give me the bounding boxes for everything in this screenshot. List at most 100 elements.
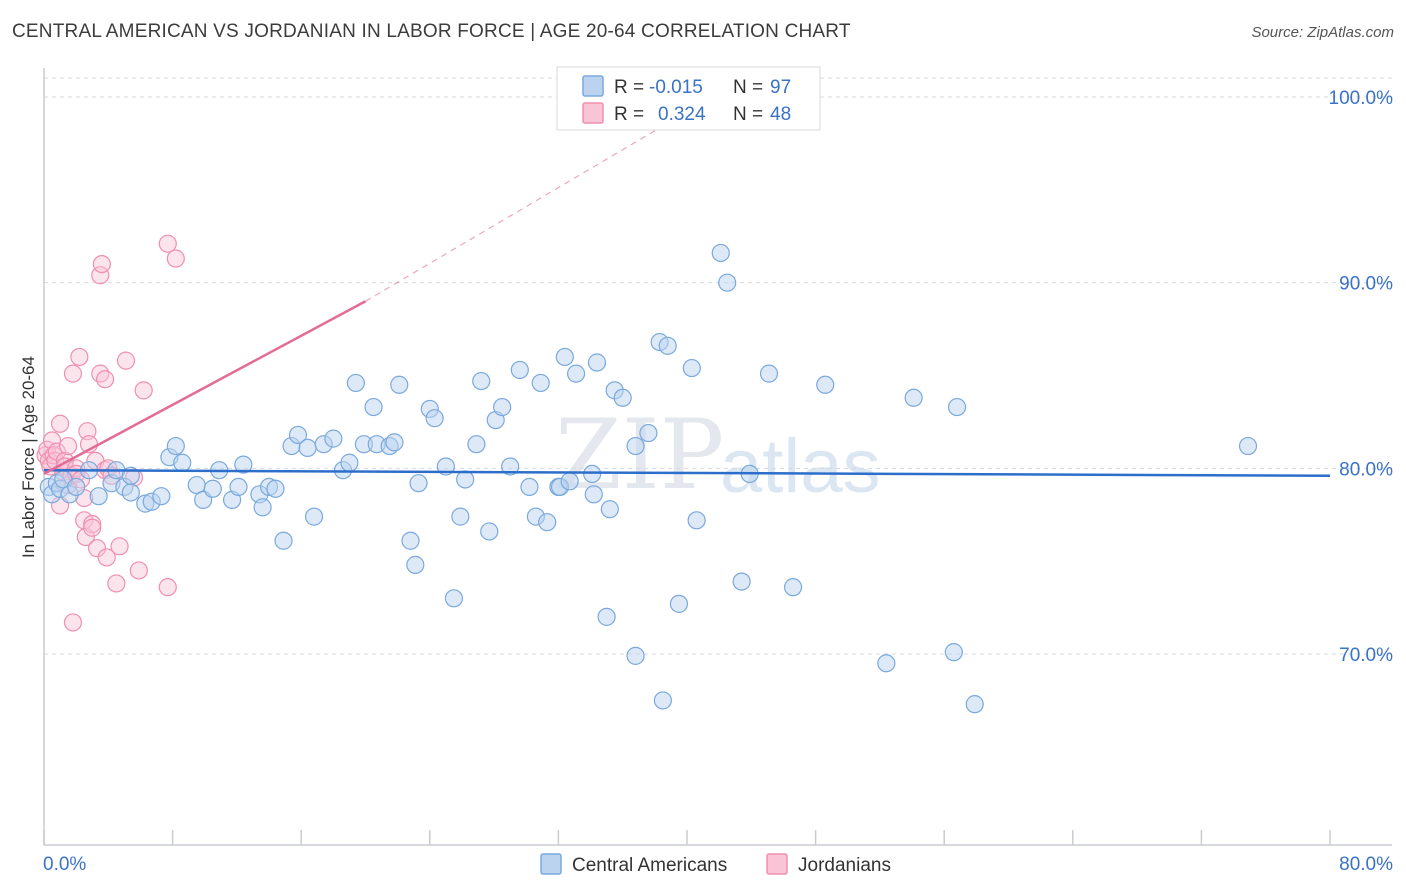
jordanian-point [166,249,185,268]
central-american-point [816,375,835,394]
central-american-point [340,453,359,472]
central-american-point [234,455,253,474]
legend-swatch-blue [582,75,604,97]
jordanian-point [78,422,97,441]
central-american-point [597,607,616,626]
jordanian-point [107,574,126,593]
legend-swatch-pink [582,102,604,124]
central-american-point [555,347,574,367]
central-american-point [274,531,293,550]
legend-n-value-1: 97 [770,77,791,98]
central-american-point [587,353,607,372]
watermark-zip: ZIP [555,399,724,511]
bottom-legend-swatch-blue [540,853,562,875]
central-american-point [409,474,428,493]
central-american-point [67,477,86,496]
central-american-point [560,472,579,491]
central-american-point [783,578,803,597]
jordanian-point [63,364,83,383]
jordanian-point [110,537,129,556]
jordanian-point [59,436,78,456]
trend-lines [43,111,1331,478]
central-american-point [406,555,425,574]
legend-r-label-2: R = [614,104,644,125]
central-american-point [687,511,706,530]
central-american-point [566,364,586,383]
central-american-point [444,589,464,608]
legend-r-value-2: 0.324 [658,104,706,125]
central-american-point [904,388,923,407]
central-american-point [658,336,677,355]
central-american-point [121,483,140,502]
central-american-point [229,477,248,496]
jordanian-point [158,234,177,253]
central-american-point [266,479,285,498]
legend-r-label-1: R = [614,77,644,98]
central-american-point [613,388,632,407]
central-american-point [166,436,185,456]
jordanian-point [83,518,102,537]
jordanian-point [116,351,136,370]
chart-title: CENTRAL AMERICAN VS JORDANIAN IN LABOR F… [12,21,851,42]
jordanian-point [134,381,153,400]
central-american-point [467,435,486,454]
central-american-point [501,457,520,476]
central-american-point [173,453,192,472]
central-american-point [390,375,409,394]
central-american-point [493,397,512,417]
jordanians-trend-line [43,300,367,476]
jordanian-point [63,613,83,632]
x-ticks [43,830,1331,845]
jordanian-point [129,561,148,580]
central-american-point [425,409,444,428]
central-american-point [711,243,730,263]
chart-source: Source: ZipAtlas.com [1251,24,1394,41]
central-american-point [385,433,404,452]
central-american-point [531,373,550,393]
central-american-point [401,531,420,550]
central-american-point [346,373,365,393]
legend-n-value-2: 48 [770,104,791,125]
central-american-point [451,507,470,526]
y-tick-label-90: 90.0% [1339,274,1393,295]
bottom-legend-label-blue: Central Americans [572,855,727,876]
central-american-point [947,397,967,417]
central-american-point [732,572,751,591]
central-american-point [253,498,272,517]
central-american-point [456,470,475,489]
central-american-point [510,360,529,380]
central-american-point [520,477,539,496]
x-tick-label-max: 80.0% [1339,854,1393,875]
central-american-point [304,507,324,526]
central-american-point [89,487,108,506]
central-american-point [583,464,602,484]
central-american-point [480,522,499,541]
central-american-point [965,695,984,714]
central-americans-points [39,243,1258,714]
jordanian-point [158,578,177,597]
central-american-point [626,436,645,456]
x-tick-label-min: 0.0% [43,854,86,875]
bottom-legend: Central Americans Jordanians [540,853,891,876]
central-american-point [759,364,779,383]
central-american-point [669,594,689,613]
legend: R = -0.015 N = 97 R = 0.324 N = 48 [556,66,821,131]
central-american-point [1238,436,1258,456]
central-american-point [718,273,737,292]
central-american-point [472,371,491,391]
jordanian-point [42,431,62,450]
central-american-point [600,500,619,519]
axes [43,68,1392,846]
legend-n-label-2: N = [733,104,763,125]
central-american-point [298,438,317,458]
jordanian-point [50,414,70,433]
jordanian-point [97,548,116,567]
watermark-atlas: atlas [720,424,881,509]
jordanian-point [95,370,115,389]
watermark: ZIP atlas [555,399,881,511]
jordanians-trend-extension [365,111,688,302]
central-american-point [584,485,603,504]
jordanian-point [91,364,110,383]
jordanians-points [36,234,185,632]
